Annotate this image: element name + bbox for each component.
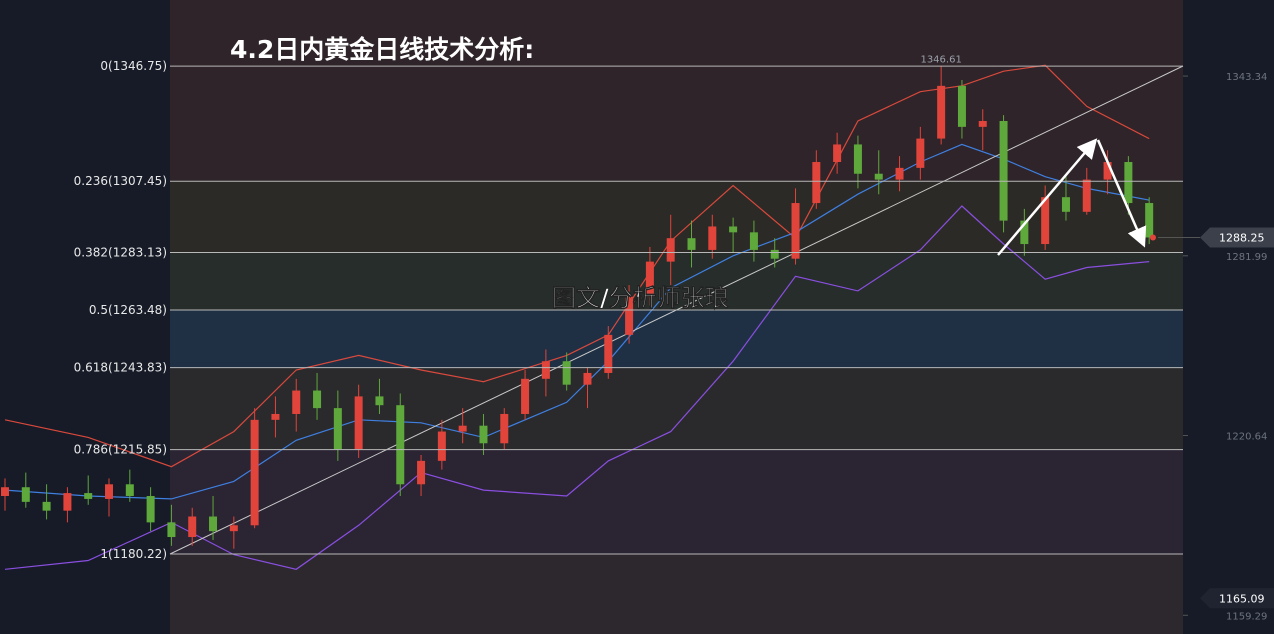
candle-body [937,85,946,139]
candle-body [916,138,925,168]
candle-body [895,167,904,180]
candle-body [521,378,530,414]
candle-body [21,487,30,502]
candle-body [167,522,176,538]
candle-body [42,501,51,511]
candle-body [749,232,758,250]
y2-tick-label: 1343.34 [1226,72,1267,83]
y2-tick-label: 1220.64 [1226,432,1267,443]
fib-label: 0.5(1263.48) [89,303,167,317]
candle-body [541,361,550,379]
chart-title: 4.2日内黄金日线技术分析: [230,35,534,64]
candle-body [1061,197,1070,212]
candle-body [770,249,779,259]
candle-body [708,226,717,250]
candle-body [978,120,987,127]
candle-body [125,484,134,497]
candle-body [833,144,842,163]
fib-label: 1(1180.22) [100,547,167,561]
fib-zone [170,0,1183,67]
candle-body [0,487,9,497]
candle-body [583,372,592,385]
arrow-down [1096,139,1147,248]
candle-body [729,226,738,233]
candle-body [396,405,405,485]
last-price-label: 1288.25 [1219,231,1265,244]
candle-body [853,144,862,174]
fib-zone [170,367,1183,450]
candle-body [313,390,322,409]
candle-body [1020,220,1029,245]
candle-body [791,203,800,259]
fib-zone [170,181,1183,253]
candle-body [1145,203,1154,238]
candle-body [1103,162,1112,180]
candle-body [1082,179,1091,212]
watermark: 图文/分析师张琅 [552,284,729,312]
arrow-up [997,138,1098,256]
candle-body [105,484,114,499]
candle-body [812,162,821,204]
low-marker-badge [1200,588,1274,609]
low-marker-label: 1165.09 [1219,592,1265,605]
candle-body [250,419,259,526]
candle-body [458,425,467,432]
fib-label: 0.618(1243.83) [74,361,167,375]
last-price-dot [1150,234,1156,241]
candle-body [604,334,613,373]
candle-body [146,496,155,523]
candle-body [625,296,634,335]
peak-label: 1346.61 [920,54,961,65]
candle-body [188,516,197,538]
candle-body [375,396,384,406]
candle-body [562,361,571,385]
candle-body [874,173,883,180]
candle-body [666,238,675,262]
candle-body [354,396,363,450]
band-line [4,205,1150,570]
candle-body [437,431,446,461]
candle-body [417,460,426,485]
candle-body [229,525,238,532]
band-line [4,64,1150,468]
candle-body [1041,197,1050,245]
fib-label: 0.382(1283.13) [74,245,167,259]
candle-body [84,493,93,499]
fib-zone [170,553,1183,634]
fib-zone [170,252,1183,311]
y2-tick-label: 1281.99 [1226,252,1267,263]
candle-body [333,408,342,450]
candle-body [292,390,301,414]
fib-label: 0.786(1215.85) [74,443,167,457]
candle-body [687,238,696,250]
fib-label: 0(1346.75) [100,59,167,73]
candle-body [479,425,488,444]
fib-zone [170,310,1183,368]
candle-body [957,85,966,127]
candle-body [645,261,654,297]
last-price-badge [1200,227,1274,248]
candle-body [209,516,218,532]
candle-body [271,413,280,420]
candle-body [999,120,1008,221]
candle-body [63,493,72,511]
fib-zone [170,66,1183,182]
band-line [4,143,1150,500]
fib-label: 0.236(1307.45) [74,174,167,188]
candle-body [500,413,509,444]
candle-body [1124,162,1133,204]
y2-tick-label: 1159.29 [1226,611,1267,622]
fib-zone [170,449,1183,554]
